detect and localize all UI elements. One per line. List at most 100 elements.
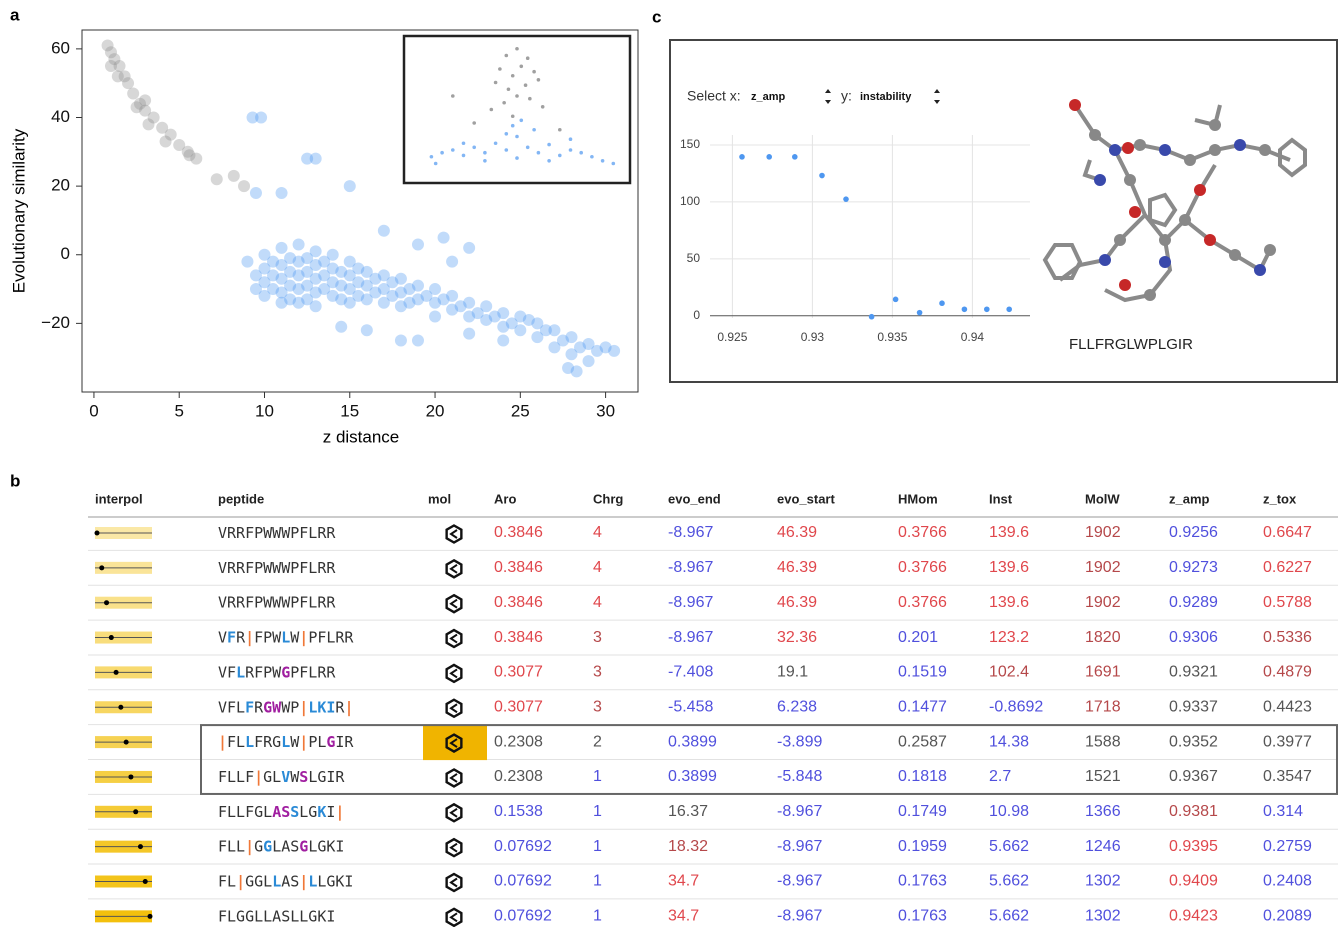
table-cell: 1588 <box>1085 733 1121 750</box>
table-cell: 0.3077 <box>494 698 543 715</box>
interpol-dot <box>114 670 119 675</box>
x-axis-label: z distance <box>323 427 400 446</box>
table-cell: 0.1749 <box>898 803 947 820</box>
scatter-point <box>483 151 487 155</box>
peptide-segment: PFLRR <box>290 663 336 681</box>
y-tick-label: −20 <box>41 313 70 332</box>
mol-icon-inner[interactable] <box>451 913 457 921</box>
select-arrows[interactable] <box>825 89 831 104</box>
mol-icon-inner[interactable] <box>451 635 457 643</box>
scatter-point <box>112 70 124 82</box>
scatter-point <box>612 162 616 166</box>
scatter-point <box>451 94 455 98</box>
scatter-point <box>579 151 583 155</box>
scatter-point <box>440 151 444 155</box>
scatter-point <box>498 67 502 71</box>
table-cell: 0.3899 <box>668 768 717 785</box>
scatter-point <box>497 307 509 319</box>
table-cell: 0.5336 <box>1263 629 1312 646</box>
peptide-segment: G <box>281 663 290 681</box>
scatter-point <box>505 54 509 58</box>
table-cell: 0.3846 <box>494 559 543 576</box>
table-cell: 5.662 <box>989 873 1029 890</box>
mol-icon[interactable] <box>447 909 462 926</box>
mol-highlight <box>423 725 487 760</box>
mol-icon-inner[interactable] <box>451 774 457 782</box>
table-cell: 1902 <box>1085 524 1121 541</box>
scatter-point <box>446 256 458 268</box>
peptide-segment: VRRFPWWWPFLRR <box>218 593 336 611</box>
table-cell: 1820 <box>1085 629 1121 646</box>
table-cell: 0.314 <box>1263 803 1303 820</box>
table-cell: 4 <box>593 559 602 576</box>
scatter-point <box>480 300 492 312</box>
scatter-point <box>526 56 530 60</box>
table-cell: 0.2587 <box>898 733 947 750</box>
table-cell: 0.3766 <box>898 594 947 611</box>
peptide-segment: VF <box>218 663 236 681</box>
interpol-dot <box>133 809 138 814</box>
peptide-segment: AS <box>272 802 290 820</box>
peptide-segment: | <box>344 698 353 717</box>
table-cell: 0.9289 <box>1169 594 1218 611</box>
scatter-point <box>429 283 441 295</box>
mol-icon[interactable] <box>447 874 462 891</box>
scatter-point <box>451 148 455 152</box>
scatter-point <box>511 74 515 78</box>
mol-icon-inner[interactable] <box>451 530 457 538</box>
select-arrows[interactable] <box>934 89 940 104</box>
interpol-dot <box>99 565 104 570</box>
table-cell: 34.7 <box>668 873 699 890</box>
scatter-point <box>490 108 494 112</box>
scatter-point <box>532 128 536 132</box>
mol-icon[interactable] <box>447 595 462 612</box>
scatter-point <box>917 310 923 316</box>
table-cell: 2.7 <box>989 768 1011 785</box>
mol-icon[interactable] <box>447 665 462 682</box>
peptide-segment: | <box>245 837 254 856</box>
table-cell: 3 <box>593 698 602 715</box>
mol-icon[interactable] <box>447 839 462 856</box>
scatter-point <box>569 148 573 152</box>
table-cell: -8.967 <box>777 908 822 925</box>
peptide-segment: FL <box>218 872 236 890</box>
select-x[interactable]: z_amp <box>751 91 786 103</box>
mol-icon-inner[interactable] <box>451 879 457 887</box>
peptide-segment: GL <box>263 767 281 785</box>
mol-icon-inner[interactable] <box>451 565 457 573</box>
table-cell: 0.2089 <box>1263 908 1312 925</box>
scatter-point <box>462 154 466 158</box>
column-header: peptide <box>218 491 264 506</box>
scatter-point <box>238 180 250 192</box>
peptide: VRRFPWWWPFLRR <box>218 558 336 576</box>
table-cell: 0.4423 <box>1263 698 1312 715</box>
table-cell: 0.201 <box>898 629 938 646</box>
table-cell: 1691 <box>1085 664 1121 681</box>
peptide-segment: S <box>290 802 299 820</box>
interpol-dot <box>124 740 129 745</box>
peptide-segment: L <box>236 663 245 681</box>
peptide-segment: VRRFPWWWPFLRR <box>218 558 336 576</box>
table-cell: 0.9381 <box>1169 803 1218 820</box>
mol-icon-inner[interactable] <box>451 809 457 817</box>
peptide-segment: LG <box>299 802 317 820</box>
mol-icon-inner[interactable] <box>451 669 457 677</box>
mol-icon[interactable] <box>447 804 462 821</box>
mol-icon-inner[interactable] <box>451 844 457 852</box>
peptide-segment: LGKI <box>317 872 353 890</box>
scatter-point <box>494 81 498 85</box>
mol-icon[interactable] <box>447 630 462 647</box>
select-y[interactable]: instability <box>860 91 912 103</box>
mol-icon[interactable] <box>447 700 462 717</box>
mol-icon[interactable] <box>447 769 462 786</box>
y-tick-label: 100 <box>680 194 700 208</box>
mol-icon[interactable] <box>447 526 462 543</box>
mol-icon[interactable] <box>447 560 462 577</box>
table-cell: 0.07692 <box>494 908 552 925</box>
mol-icon-inner[interactable] <box>451 704 457 712</box>
table-cell: 0.1763 <box>898 908 947 925</box>
table-cell: 10.98 <box>989 803 1029 820</box>
mol-icon-inner[interactable] <box>451 600 457 608</box>
table-cell: 0.07692 <box>494 838 552 855</box>
table-cell: 0.2759 <box>1263 838 1312 855</box>
